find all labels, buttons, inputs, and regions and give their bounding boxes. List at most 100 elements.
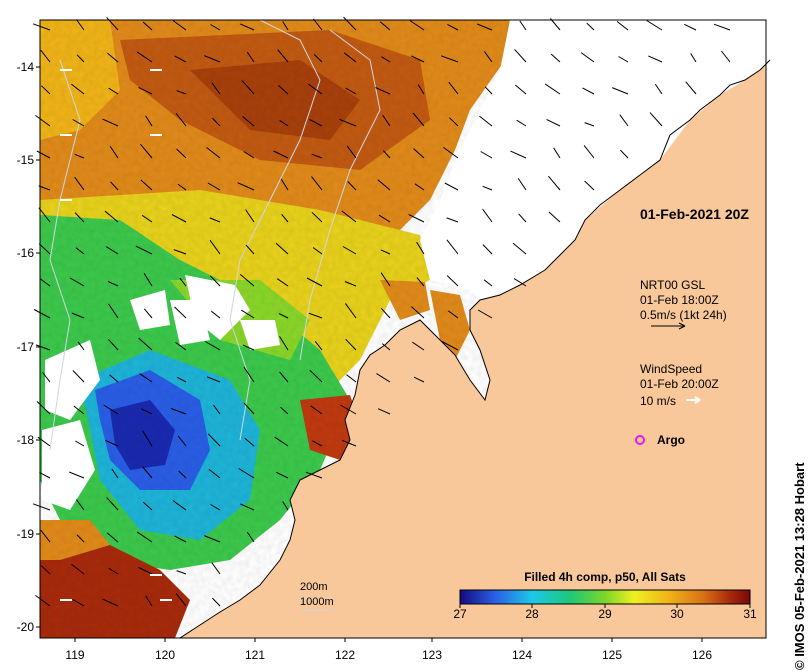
current-vector [38, 207, 51, 223]
current-vector [518, 213, 527, 223]
colorbar-tick-label: 30 [670, 607, 684, 621]
current-vector [176, 90, 187, 95]
wind-legend-line2: 01-Feb 20:00Z [640, 377, 719, 391]
current-vector [145, 595, 153, 607]
current-vector [71, 312, 85, 319]
lat-label: -16 [16, 246, 34, 260]
current-vector [380, 249, 391, 255]
current-vector [480, 151, 493, 159]
current-vector [210, 504, 221, 511]
current-vector [244, 437, 255, 447]
current-vector [646, 20, 663, 31]
current-vector [484, 86, 493, 95]
lon-label: 126 [691, 648, 713, 662]
current-vector [343, 52, 357, 63]
current-vector [174, 306, 187, 319]
current-vector [77, 341, 85, 351]
current-vector [342, 246, 357, 255]
current-vector [71, 563, 85, 575]
current-vector [412, 341, 425, 351]
current-vector [209, 275, 221, 287]
current-vector [616, 21, 629, 31]
current-vector [513, 278, 527, 287]
current-vector [516, 119, 527, 127]
lat-ticks [36, 66, 40, 628]
lon-label: 121 [244, 648, 266, 662]
current-vector [412, 112, 425, 127]
current-vector [347, 181, 357, 191]
current-vector [138, 566, 153, 575]
current-vector [376, 373, 391, 383]
colorbar [459, 589, 751, 605]
lat-label: -19 [16, 527, 34, 541]
current-vector [311, 153, 323, 159]
current-vector [380, 272, 391, 287]
current-vector [140, 143, 153, 159]
current-vector [104, 210, 119, 223]
current-vector [514, 49, 527, 63]
current-vector [313, 18, 323, 31]
current-vector [136, 531, 153, 543]
current-vector [339, 118, 357, 127]
current-vector [377, 408, 391, 415]
current-vector [375, 87, 391, 95]
current-vector [278, 313, 289, 319]
current-legend-line1: NRT00 GSL [640, 278, 706, 292]
current-vector [274, 436, 289, 447]
current-vector [684, 23, 697, 31]
current-vector [138, 337, 153, 351]
current-vector [275, 242, 289, 255]
current-vector [411, 306, 425, 319]
current-vector [309, 369, 323, 383]
current-vector [74, 176, 85, 191]
current-vector [519, 20, 527, 31]
current-vector [345, 338, 357, 351]
current-vector [176, 570, 187, 575]
current-vector [243, 151, 255, 159]
current-vector [237, 182, 255, 191]
current-vector [482, 185, 493, 191]
current-vector [580, 52, 595, 63]
current-vector [305, 471, 323, 479]
current-vector [40, 49, 51, 63]
current-vector [414, 183, 425, 191]
current-vector [277, 49, 289, 63]
current-vector [346, 374, 357, 383]
current-vector [140, 179, 153, 191]
current-vector [308, 312, 323, 319]
current-vector [306, 277, 323, 287]
current-vector [40, 278, 51, 287]
current-vector [482, 208, 493, 223]
current-vector [102, 118, 119, 127]
current-vector [179, 277, 187, 287]
missing-ocean-ne [420, 20, 770, 300]
current-vector [135, 245, 153, 255]
current-vector [282, 501, 289, 511]
current-vector [416, 277, 425, 287]
current-vector [35, 344, 51, 351]
current-vector [108, 87, 119, 95]
depth-label-200: 200m [300, 581, 328, 593]
current-vector [75, 440, 85, 447]
current-vector [346, 145, 357, 159]
current-vector [381, 343, 391, 351]
current-vector [279, 336, 289, 351]
current-vector [314, 340, 323, 351]
depth-label-1000: 1000m [300, 596, 334, 608]
current-vector [243, 366, 255, 383]
colorbar-tick-label: 27 [453, 607, 467, 621]
argo-marker [635, 435, 645, 445]
current-vector [514, 84, 527, 95]
current-vector [280, 178, 289, 191]
colorbar-tick-label: 29 [598, 607, 612, 621]
current-vector [108, 567, 119, 575]
current-vector [108, 303, 119, 319]
current-vector [210, 310, 221, 319]
current-vector [241, 80, 255, 95]
current-vector [273, 150, 289, 159]
current-vector [279, 371, 289, 383]
plot-frame [39, 19, 767, 639]
current-vector [411, 55, 425, 63]
current-vector [71, 83, 85, 95]
current-vector [440, 55, 459, 63]
